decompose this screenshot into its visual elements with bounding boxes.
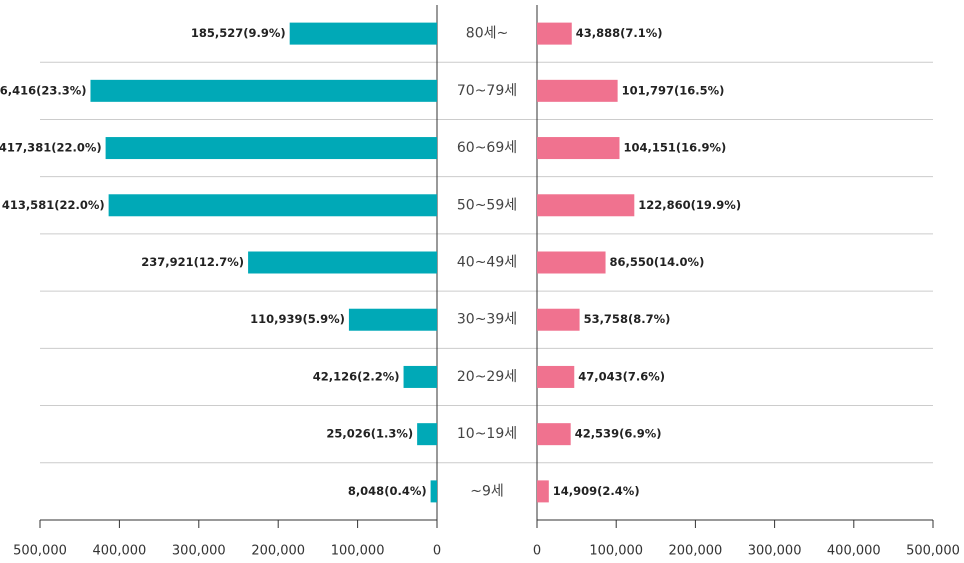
value-label: 42,539(6.9%) — [575, 427, 662, 441]
category-label: 30~39세 — [457, 312, 517, 328]
category-label: 60~69세 — [457, 140, 517, 156]
x-tick-label: 0 — [433, 544, 441, 559]
bar — [430, 480, 437, 503]
x-tick-label: 100,000 — [589, 544, 643, 559]
bar — [90, 79, 438, 102]
x-tick-label: 100,000 — [331, 544, 385, 559]
bar — [403, 365, 437, 388]
value-label: 185,527(9.9%) — [191, 26, 286, 40]
bar — [108, 194, 437, 217]
category-label: 70~79세 — [457, 83, 517, 99]
category-label: 50~59세 — [457, 197, 517, 213]
bar — [537, 194, 635, 217]
value-label: 413,581(22.0%) — [2, 198, 105, 212]
category-label: 20~29세 — [457, 369, 517, 385]
value-label: 104,151(16.9%) — [623, 141, 726, 155]
x-tick-label: 500,000 — [13, 544, 67, 559]
bar — [105, 137, 437, 160]
value-label: 86,550(14.0%) — [610, 255, 705, 269]
bar — [537, 79, 618, 102]
value-label: 417,381(22.0%) — [0, 141, 102, 155]
value-label: 101,797(16.5%) — [622, 83, 725, 97]
bar — [537, 480, 549, 503]
x-tick-label: 0 — [533, 544, 541, 559]
value-label: 14,909(2.4%) — [553, 484, 640, 498]
bar — [537, 22, 572, 45]
bar — [537, 308, 580, 331]
bar — [248, 251, 437, 274]
value-label: 8,048(0.4%) — [348, 484, 427, 498]
x-tick-label: 200,000 — [251, 544, 305, 559]
bar — [537, 251, 606, 274]
category-label: ~9세 — [470, 483, 504, 499]
category-label: 80세~ — [466, 26, 508, 42]
value-label: 53,758(8.7%) — [584, 312, 671, 326]
value-label: 25,026(1.3%) — [326, 427, 413, 441]
bar — [348, 308, 437, 331]
value-label: 237,921(12.7%) — [141, 255, 244, 269]
value-label: 42,126(2.2%) — [313, 369, 400, 383]
x-tick-label: 300,000 — [748, 544, 802, 559]
value-label: 43,888(7.1%) — [576, 26, 663, 40]
value-label: 110,939(5.9%) — [250, 312, 345, 326]
bar — [537, 365, 575, 388]
bar — [537, 137, 620, 160]
x-tick-label: 400,000 — [827, 544, 881, 559]
x-tick-label: 200,000 — [669, 544, 723, 559]
value-label: 122,860(19.9%) — [638, 198, 741, 212]
category-label: 40~49세 — [457, 255, 517, 271]
category-label: 10~19세 — [457, 426, 517, 442]
bar — [289, 22, 437, 45]
x-tick-label: 300,000 — [172, 544, 226, 559]
value-label: 47,043(7.6%) — [578, 369, 665, 383]
value-label: 436,416(23.3%) — [0, 83, 86, 97]
bar — [417, 423, 437, 446]
x-tick-label: 500,000 — [906, 544, 960, 559]
bar — [537, 423, 571, 446]
x-tick-label: 400,000 — [93, 544, 147, 559]
